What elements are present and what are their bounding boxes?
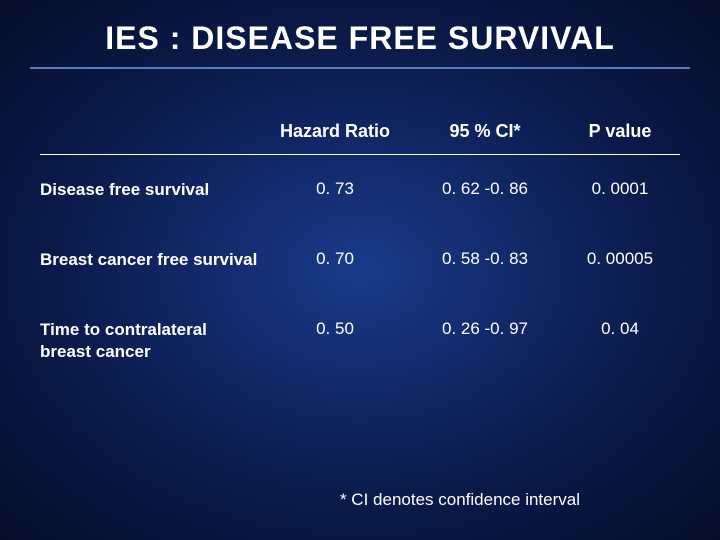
row-label: Breast cancer free survival (40, 249, 260, 271)
row-ci: 0. 26 -0. 97 (410, 319, 560, 363)
table-header-blank (40, 121, 260, 142)
row-hazard-ratio: 0. 73 (260, 179, 410, 201)
table-header-p-value: P value (560, 121, 680, 142)
page-title: IES : DISEASE FREE SURVIVAL (30, 0, 690, 63)
row-ci: 0. 58 -0. 83 (410, 249, 560, 271)
footnote-text: * CI denotes confidence interval (0, 490, 720, 510)
table-row: Breast cancer free survival 0. 70 0. 58 … (40, 225, 680, 295)
row-hazard-ratio: 0. 50 (260, 319, 410, 363)
table-header-hazard-ratio: Hazard Ratio (260, 121, 410, 142)
table-header-row: Hazard Ratio 95 % CI* P value (40, 109, 680, 155)
row-p-value: 0. 04 (560, 319, 680, 363)
row-p-value: 0. 0001 (560, 179, 680, 201)
row-ci: 0. 62 -0. 86 (410, 179, 560, 201)
survival-table: Hazard Ratio 95 % CI* P value Disease fr… (40, 109, 680, 387)
table-row: Time to contralateral breast cancer 0. 5… (40, 295, 680, 387)
table-header-ci: 95 % CI* (410, 121, 560, 142)
row-hazard-ratio: 0. 70 (260, 249, 410, 271)
row-p-value: 0. 00005 (560, 249, 680, 271)
table-row: Disease free survival 0. 73 0. 62 -0. 86… (40, 155, 680, 225)
row-label: Disease free survival (40, 179, 260, 201)
row-label: Time to contralateral breast cancer (40, 319, 260, 363)
